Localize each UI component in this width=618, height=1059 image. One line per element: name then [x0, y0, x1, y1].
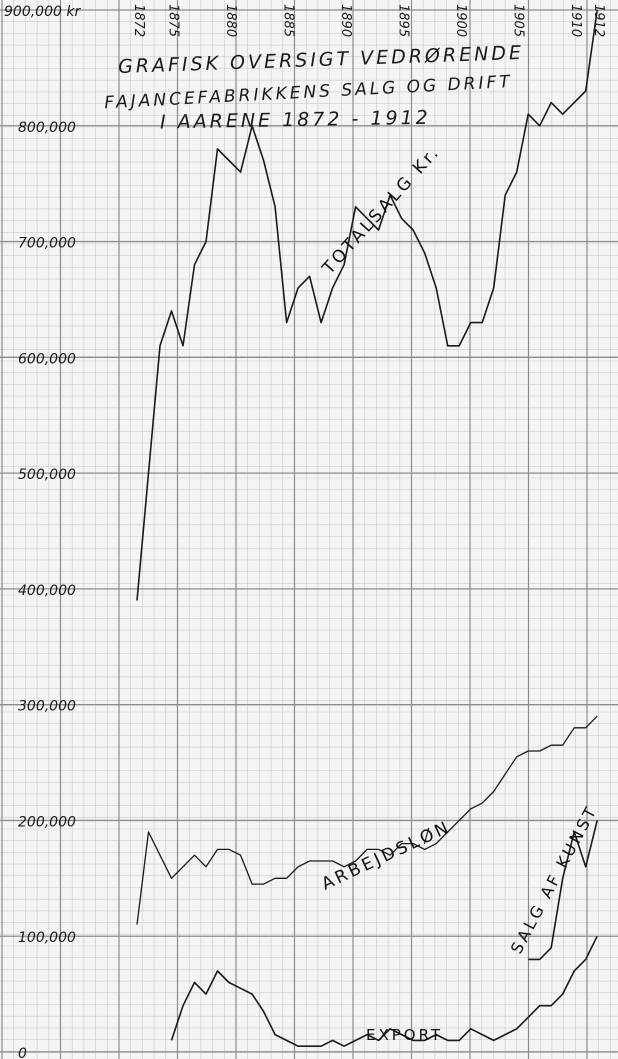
y-tick-label: 900,000 kr — [4, 4, 81, 20]
title-line-1: GRAFISK OVERSIGT VEDRØRENDE — [118, 42, 525, 78]
y-tick-label: 700,000 — [18, 236, 76, 252]
series-label-totalsalg: TOTALSALG Kr. — [318, 142, 444, 279]
x-tick-label: 1905 — [511, 4, 526, 37]
y-tick-label: 800,000 — [18, 120, 76, 136]
title-line-3: I AARENE 1872 - 1912 — [160, 107, 431, 134]
x-tick-label: 1880 — [223, 4, 238, 37]
series-line — [170, 935, 598, 1047]
series-labels: TOTALSALG Kr. ARBEJDSLØN SALG AF KUNST E… — [318, 142, 601, 1044]
x-tick-label: 1912 — [591, 4, 606, 37]
y-tick-label: 600,000 — [18, 351, 76, 367]
x-tick-label: 1895 — [396, 4, 411, 37]
x-tick-label: 1875 — [166, 4, 181, 37]
x-tick-labels: 1872 1875 1880 1885 1890 1895 1900 1905 1910 1912 — [131, 4, 606, 37]
y-tick-label: 300,000 — [18, 699, 76, 715]
x-tick-label: 1890 — [338, 4, 353, 37]
y-tick-label: 100,000 — [18, 930, 76, 946]
y-tick-label: 0 — [18, 1046, 27, 1059]
title-line-2: FAJANCEFABRIKKENS SALG OG DRIFT — [104, 72, 513, 113]
x-tick-label: 1910 — [568, 4, 583, 37]
y-tick-label: 200,000 — [18, 814, 76, 830]
y-tick-label: 500,000 — [18, 467, 76, 483]
series-line — [136, 715, 598, 925]
series-line — [528, 820, 598, 961]
x-tick-label: 1900 — [453, 4, 468, 37]
x-tick-label: 1872 — [131, 4, 146, 37]
chart-title: GRAFISK OVERSIGT VEDRØRENDE FAJANCEFABRI… — [104, 42, 524, 134]
series-lines — [136, 9, 598, 1047]
x-tick-label: 1885 — [281, 4, 296, 37]
y-tick-labels: 900,000 kr 800,000 700,000 600,000 500,000 40… — [4, 4, 81, 1059]
series-label-export: EXPORT — [366, 1026, 443, 1044]
series-line — [136, 9, 598, 601]
y-tick-label: 400,000 — [18, 583, 76, 599]
